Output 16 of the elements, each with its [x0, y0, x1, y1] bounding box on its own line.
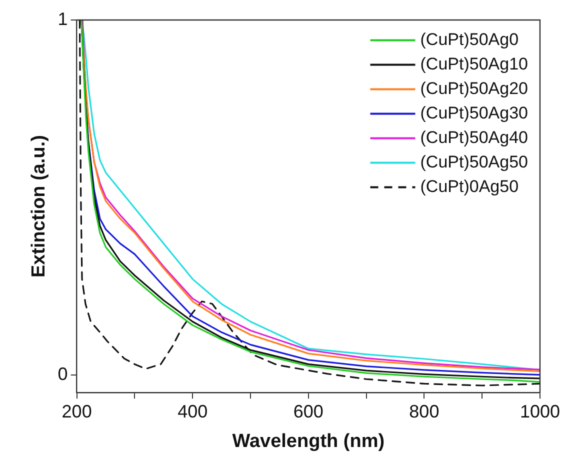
legend-label: (CuPt)0Ag50	[420, 176, 519, 196]
x-tick-label: 200	[62, 401, 92, 422]
legend-label: (CuPt)50Ag20	[420, 78, 528, 98]
y-tick-label: 1	[58, 8, 68, 29]
legend-label: (CuPt)50Ag40	[420, 128, 528, 147]
y-axis-title: Extinction (a.u.)	[28, 135, 50, 278]
legend-label: (CuPt)50Ag30	[420, 103, 528, 122]
legend-label: (CuPt)50Ag0	[420, 30, 519, 49]
x-tick-label: 800	[409, 401, 440, 422]
legend-label: (CuPt)50Ag10	[420, 54, 528, 74]
y-tick-label: 0	[58, 364, 68, 384]
x-tick-label: 400	[178, 401, 208, 422]
x-axis-title: Wavelength (nm)	[232, 430, 385, 452]
legend-label: (CuPt)50Ag50	[420, 152, 528, 172]
x-tick-label: 600	[293, 401, 324, 422]
x-tick-label: 1000	[520, 401, 560, 422]
